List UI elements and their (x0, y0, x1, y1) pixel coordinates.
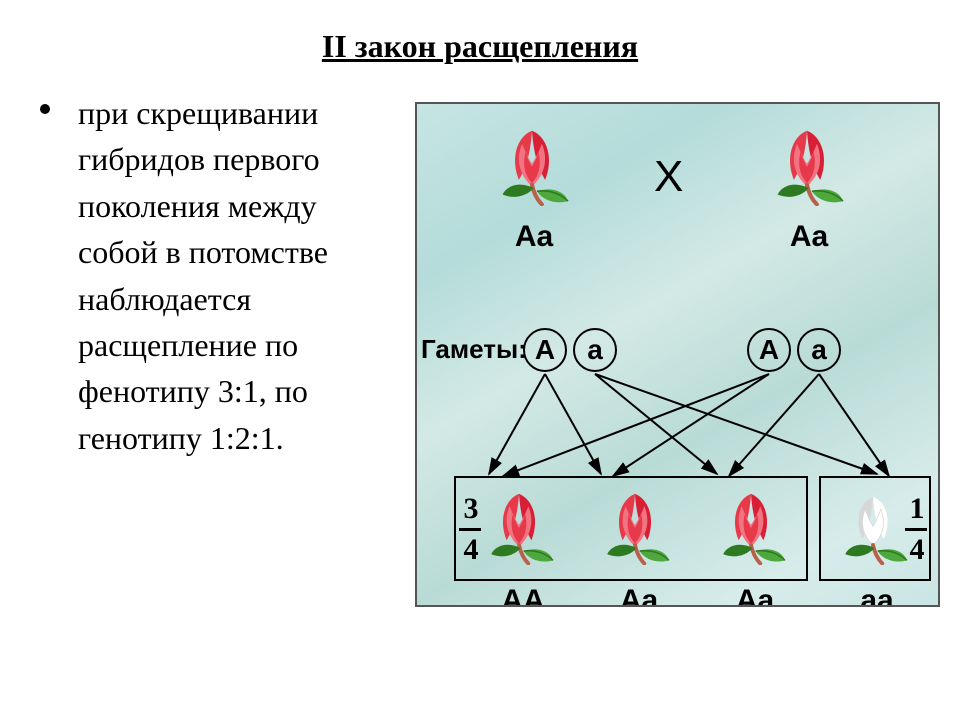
page-title: II закон расщепления (0, 0, 960, 65)
offspring-genotype-1: Aa (609, 584, 669, 607)
parent-genotype-left: Aa (509, 220, 559, 254)
body-text: при скрещивании гибридов первого поколен… (78, 90, 388, 461)
allele-a: a (797, 328, 841, 372)
parent-genotype-right: Aa (784, 220, 834, 254)
bullet-icon (40, 104, 50, 114)
cross-symbol: X (654, 152, 694, 202)
offspring-flower-2 (711, 480, 791, 565)
offspring-genotype-2: Aa (725, 584, 785, 607)
allele-a: a (573, 328, 617, 372)
offspring-genotype-3: aa (847, 584, 907, 607)
offspring-flower-0 (479, 480, 559, 565)
allele-A: A (747, 328, 791, 372)
offspring-genotype-0: AA (493, 584, 553, 607)
parent-flower-right (762, 116, 852, 206)
gametes-label: Гаметы: (421, 334, 527, 365)
allele-A: A (523, 328, 567, 372)
offspring-flower-1 (595, 480, 675, 565)
offspring-flower-3 (833, 480, 913, 565)
genetics-diagram: Aa AaXГаметы:AaAa3414 AA (415, 102, 940, 607)
parent-flower-left (487, 116, 577, 206)
